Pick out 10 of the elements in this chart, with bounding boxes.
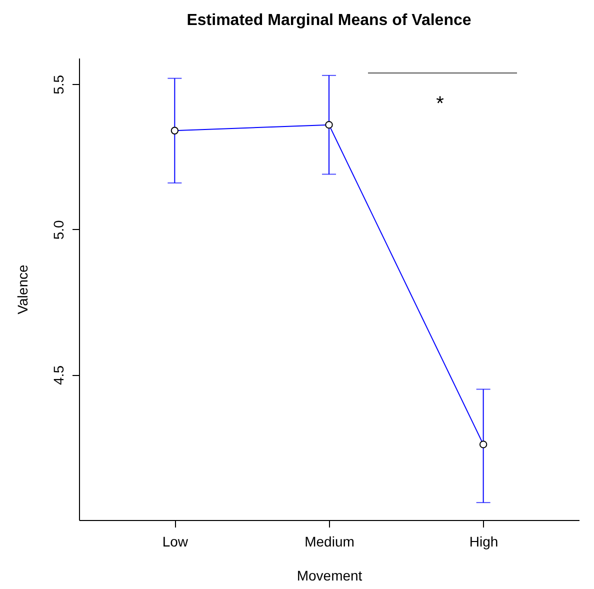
chart-title: Estimated Marginal Means of Valence xyxy=(186,12,472,29)
y-axis-title: Valence xyxy=(14,264,30,314)
x-tick-label: High xyxy=(469,534,498,550)
y-tick-label: 5.0 xyxy=(50,220,66,240)
y-tick-label: 5.5 xyxy=(50,74,66,94)
y-tick-label: 4.5 xyxy=(50,365,66,385)
x-axis-title: Movement xyxy=(296,568,362,584)
x-tick-label: Low xyxy=(162,534,189,550)
x-tick-label: Medium xyxy=(304,534,354,550)
annotation: * xyxy=(436,93,444,115)
